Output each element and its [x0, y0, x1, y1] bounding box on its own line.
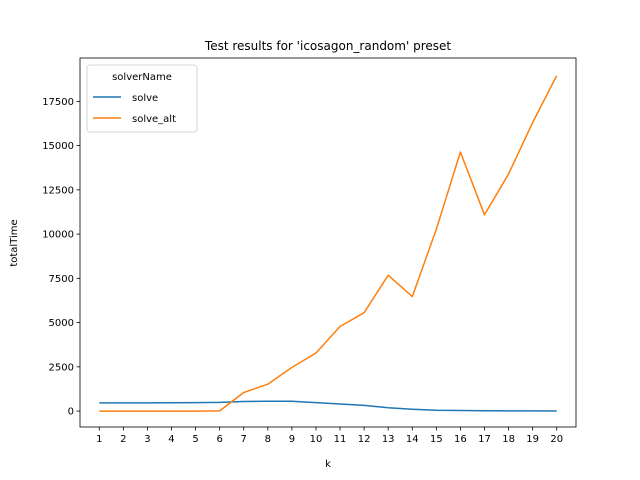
x-tick-label: 14	[406, 434, 419, 445]
x-tick-label: 6	[216, 434, 222, 445]
x-tick-label: 15	[430, 434, 443, 445]
legend-label-solve: solve	[132, 93, 158, 104]
plot-area: 1 2 3 4 5 6 7 8 9 10 11 12 13 14 15 16 17 18 19 20025005000…	[42, 57, 577, 445]
series-line-solve	[99, 400, 557, 412]
x-tick-label: 2	[120, 434, 126, 445]
x-tick-label: 13	[382, 434, 395, 445]
y-axis-label: totalTime	[9, 219, 20, 266]
x-tick-label: 16	[454, 434, 467, 445]
y-tick-label: 7500	[49, 274, 74, 285]
x-tick-label: 4	[168, 434, 174, 445]
x-tick-label: 7	[241, 434, 247, 445]
y-tick-label: 2500	[49, 362, 74, 373]
legend-title: solverName	[112, 72, 172, 83]
x-tick-label: 1	[96, 434, 102, 445]
legend-box	[86, 64, 198, 133]
x-tick-label: 17	[478, 434, 491, 445]
y-tick-label: 15000	[42, 141, 74, 152]
y-tick-label: 12500	[42, 185, 74, 196]
y-tick-label: 17500	[42, 97, 74, 108]
x-tick-label: 11	[334, 434, 347, 445]
x-tick-label: 5	[192, 434, 198, 445]
chart-title: Test results for 'icosagon_random' prese…	[204, 39, 451, 53]
x-tick-label: 9	[289, 434, 295, 445]
x-tick-label: 10	[310, 434, 323, 445]
legend: solverName solve solve_alt	[86, 64, 198, 133]
y-tick-label: 10000	[42, 230, 74, 241]
x-tick-label: 8	[265, 434, 271, 445]
y-tick-label: 5000	[49, 318, 74, 329]
x-axis-label: k	[325, 459, 331, 470]
x-tick-label: 19	[526, 434, 539, 445]
x-tick-label: 3	[144, 434, 150, 445]
axes-frame	[79, 57, 577, 428]
series-line-solve-alt	[99, 75, 558, 412]
x-tick-label: 12	[358, 434, 371, 445]
x-tick-label: 18	[502, 434, 515, 445]
legend-label-solve-alt: solve_alt	[132, 114, 176, 125]
x-tick-label: 20	[550, 434, 563, 445]
y-tick-label: 0	[68, 407, 74, 418]
